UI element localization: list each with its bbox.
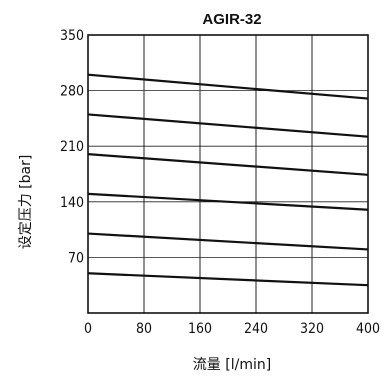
y-tick-label: 70	[68, 250, 84, 266]
series-line-2	[88, 114, 368, 136]
y-tick-label: 210	[60, 139, 84, 155]
series-line-1	[88, 75, 368, 99]
chart-title: AGIR-32	[202, 11, 261, 28]
x-tick-label: 80	[136, 321, 152, 337]
y-tick-label: 140	[60, 195, 84, 211]
series-line-5	[88, 234, 368, 250]
x-tick-label: 160	[188, 321, 212, 337]
y-tick-labels: 70 140 210 280 350	[60, 28, 84, 266]
plot-frame	[88, 35, 368, 313]
y-axis-label: 设定压力 [bar]	[18, 155, 34, 250]
x-axis-label: 流量 [l/min]	[193, 357, 271, 373]
series-line-3	[88, 154, 368, 175]
grid	[88, 35, 368, 313]
x-tick-label: 320	[300, 321, 324, 337]
y-tick-label: 350	[60, 28, 84, 44]
x-tick-label: 0	[84, 321, 92, 337]
y-tick-label: 280	[60, 84, 84, 100]
x-tick-label: 240	[244, 321, 268, 337]
x-tick-label: 400	[356, 321, 380, 337]
x-tick-labels: 0 80 160 240 320 400	[84, 321, 380, 337]
series-lines	[88, 75, 368, 285]
series-line-6	[88, 273, 368, 285]
